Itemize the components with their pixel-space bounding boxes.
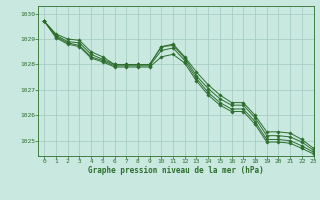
X-axis label: Graphe pression niveau de la mer (hPa): Graphe pression niveau de la mer (hPa)	[88, 166, 264, 175]
